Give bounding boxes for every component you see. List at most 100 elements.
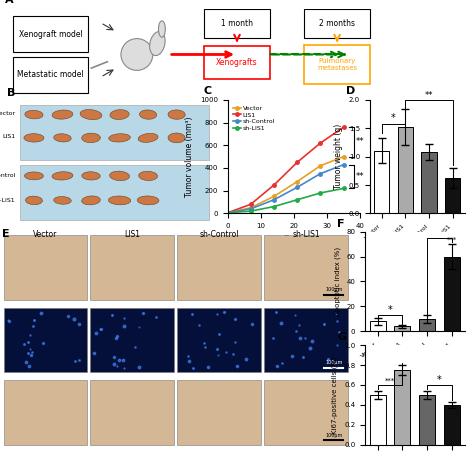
- Bar: [419, 395, 435, 445]
- Text: Vector: Vector: [0, 111, 16, 116]
- LIS1: [225, 210, 230, 216]
- sh-LIS1: [271, 204, 277, 209]
- Text: sh-Control: sh-Control: [0, 173, 16, 178]
- Ellipse shape: [110, 196, 129, 205]
- Ellipse shape: [54, 172, 71, 180]
- Text: **: **: [356, 172, 364, 181]
- X-axis label: Days: Days: [283, 235, 304, 244]
- sh-LIS1: [341, 186, 346, 191]
- Y-axis label: Tumor weight (g): Tumor weight (g): [334, 124, 343, 189]
- Text: 100μm: 100μm: [325, 433, 342, 438]
- Bar: [398, 127, 413, 213]
- Ellipse shape: [25, 110, 43, 119]
- Ellipse shape: [137, 196, 159, 205]
- Ellipse shape: [25, 196, 43, 205]
- Ellipse shape: [53, 134, 73, 142]
- Ellipse shape: [138, 110, 158, 119]
- sh-Control: [248, 206, 254, 212]
- FancyBboxPatch shape: [264, 235, 347, 300]
- Text: Pulmonary
metastases: Pulmonary metastases: [317, 58, 357, 71]
- sh-LIS1: [318, 190, 323, 196]
- Text: LIS1: LIS1: [125, 230, 141, 239]
- Bar: [394, 326, 410, 331]
- FancyBboxPatch shape: [264, 308, 347, 372]
- Text: B: B: [8, 88, 16, 98]
- Ellipse shape: [82, 133, 100, 143]
- Ellipse shape: [138, 134, 158, 142]
- FancyBboxPatch shape: [204, 46, 270, 79]
- Text: 1 month: 1 month: [221, 19, 253, 28]
- FancyBboxPatch shape: [304, 45, 370, 84]
- Ellipse shape: [167, 134, 186, 142]
- LIS1: [294, 159, 300, 165]
- Ellipse shape: [52, 196, 73, 205]
- Bar: [444, 257, 460, 331]
- FancyBboxPatch shape: [3, 308, 87, 372]
- FancyBboxPatch shape: [20, 105, 209, 160]
- FancyBboxPatch shape: [3, 235, 87, 300]
- Text: *: *: [437, 375, 442, 385]
- Bar: [421, 152, 437, 213]
- Text: sh-LIS1: sh-LIS1: [293, 230, 320, 239]
- FancyBboxPatch shape: [91, 380, 173, 445]
- Text: sh-Control: sh-Control: [200, 230, 239, 239]
- Text: ***: ***: [385, 378, 395, 384]
- Text: sh-LIS1: sh-LIS1: [0, 198, 16, 203]
- Ellipse shape: [25, 134, 43, 142]
- Ellipse shape: [158, 21, 165, 37]
- FancyBboxPatch shape: [20, 165, 209, 220]
- Line: sh-LIS1: sh-LIS1: [226, 187, 346, 215]
- Y-axis label: Apoptotic index (%): Apoptotic index (%): [334, 247, 341, 316]
- Text: E: E: [2, 229, 9, 239]
- Vector: [225, 210, 230, 216]
- Ellipse shape: [168, 110, 185, 119]
- Bar: [419, 319, 435, 331]
- Text: Xenograft model: Xenograft model: [18, 30, 82, 39]
- sh-LIS1: [225, 210, 230, 216]
- sh-LIS1: [294, 197, 300, 202]
- Ellipse shape: [55, 110, 71, 119]
- LIS1: [341, 124, 346, 130]
- FancyBboxPatch shape: [91, 235, 173, 300]
- sh-Control: [341, 162, 346, 167]
- LIS1: [318, 140, 323, 146]
- Ellipse shape: [150, 32, 165, 55]
- FancyBboxPatch shape: [13, 57, 88, 93]
- FancyBboxPatch shape: [264, 380, 347, 445]
- Text: **: **: [356, 138, 364, 146]
- FancyBboxPatch shape: [204, 9, 270, 38]
- FancyBboxPatch shape: [177, 235, 261, 300]
- Line: Vector: Vector: [226, 155, 346, 215]
- Text: A: A: [5, 0, 14, 5]
- Bar: [445, 178, 460, 213]
- Vector: [341, 154, 346, 159]
- Vector: [248, 205, 254, 210]
- LIS1: [271, 182, 277, 188]
- Y-axis label: Tumor volume (mm³): Tumor volume (mm³): [185, 116, 194, 197]
- Text: Metastatic model: Metastatic model: [17, 70, 84, 79]
- Ellipse shape: [110, 171, 128, 180]
- Ellipse shape: [25, 172, 43, 180]
- Bar: [374, 151, 389, 213]
- FancyBboxPatch shape: [13, 16, 88, 52]
- FancyBboxPatch shape: [177, 380, 261, 445]
- Ellipse shape: [81, 171, 101, 181]
- Text: D: D: [346, 86, 356, 96]
- Text: LIS1: LIS1: [2, 134, 16, 139]
- Ellipse shape: [110, 111, 129, 118]
- Text: G: G: [337, 332, 346, 342]
- Bar: [370, 321, 386, 331]
- sh-Control: [318, 171, 323, 176]
- Vector: [271, 193, 277, 199]
- sh-Control: [294, 184, 300, 190]
- sh-Control: [225, 210, 230, 216]
- Ellipse shape: [82, 197, 100, 204]
- Vector: [318, 163, 323, 168]
- Text: Vector: Vector: [33, 230, 58, 239]
- Text: ***: ***: [447, 237, 457, 242]
- Text: 100μm: 100μm: [325, 287, 342, 292]
- Ellipse shape: [81, 110, 101, 119]
- Text: 100μm: 100μm: [325, 360, 342, 365]
- sh-LIS1: [248, 208, 254, 214]
- Text: 2 months: 2 months: [319, 19, 355, 28]
